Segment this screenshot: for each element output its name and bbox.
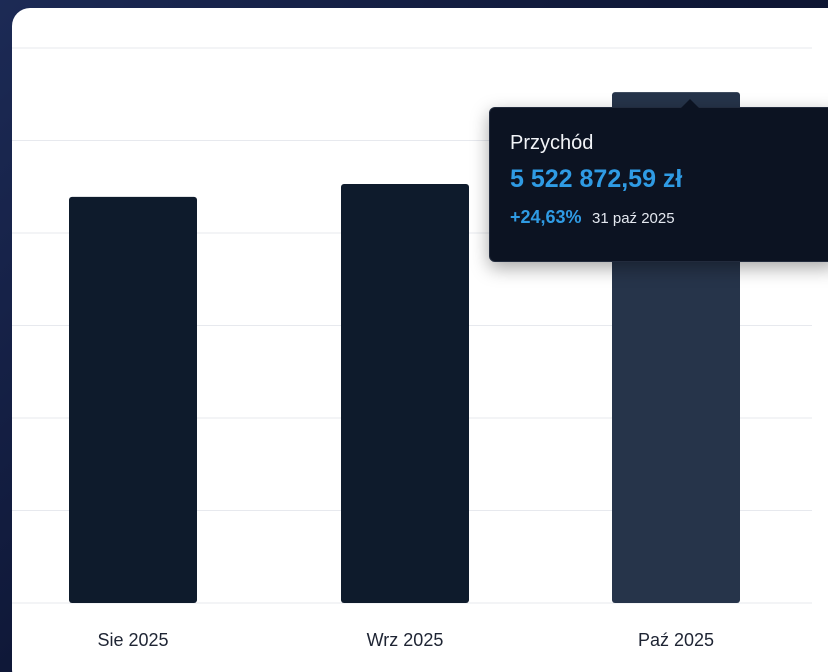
tooltip-value: 5 522 872,59 zł bbox=[510, 165, 683, 193]
bar-1[interactable] bbox=[69, 196, 197, 604]
x-tick-label: Sie 2025 bbox=[97, 630, 168, 650]
bar-2[interactable] bbox=[341, 183, 469, 603]
tooltip-change: +24,63% bbox=[510, 207, 582, 227]
tooltip-meta: +24,63% 31 paź 2025 bbox=[510, 206, 816, 230]
tooltip-date: 31 paź 2025 bbox=[592, 210, 675, 227]
x-tick-label: Wrz 2025 bbox=[367, 630, 444, 650]
tooltip-title: Przychód bbox=[510, 132, 594, 154]
x-tick-label: Paź 2025 bbox=[638, 630, 714, 650]
chart-card: Sie 2025 Wrz 2025 Paź 2025 Przychód 5 522 … bbox=[12, 8, 828, 672]
chart-tooltip: Przychód 5 522 872,59 zł +24,63% 31 paź … bbox=[489, 99, 828, 262]
